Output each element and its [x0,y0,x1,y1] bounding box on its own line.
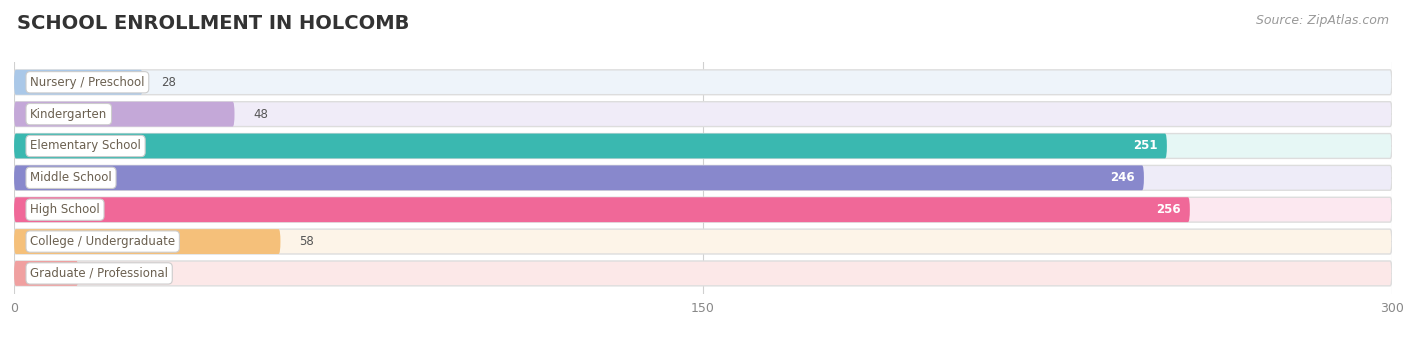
Text: Graduate / Professional: Graduate / Professional [30,267,169,280]
Text: 58: 58 [299,235,314,248]
FancyBboxPatch shape [14,134,1167,158]
FancyBboxPatch shape [14,261,1392,286]
Text: 28: 28 [162,76,176,89]
Text: College / Undergraduate: College / Undergraduate [30,235,176,248]
Text: 251: 251 [1133,140,1157,153]
Text: 246: 246 [1111,171,1135,184]
FancyBboxPatch shape [14,229,1392,254]
FancyBboxPatch shape [14,166,1144,190]
FancyBboxPatch shape [14,166,1392,190]
Text: 48: 48 [253,108,267,121]
FancyBboxPatch shape [14,261,79,286]
FancyBboxPatch shape [14,197,1189,222]
Text: 14: 14 [97,267,111,280]
FancyBboxPatch shape [14,70,1392,95]
Text: Middle School: Middle School [30,171,112,184]
FancyBboxPatch shape [14,229,280,254]
FancyBboxPatch shape [14,102,235,127]
Text: Nursery / Preschool: Nursery / Preschool [30,76,145,89]
Text: SCHOOL ENROLLMENT IN HOLCOMB: SCHOOL ENROLLMENT IN HOLCOMB [17,14,409,33]
Text: 256: 256 [1156,203,1181,216]
Text: Elementary School: Elementary School [30,140,141,153]
FancyBboxPatch shape [14,70,142,95]
Text: Kindergarten: Kindergarten [30,108,107,121]
Text: High School: High School [30,203,100,216]
FancyBboxPatch shape [14,134,1392,158]
Text: Source: ZipAtlas.com: Source: ZipAtlas.com [1256,14,1389,27]
FancyBboxPatch shape [14,197,1392,222]
FancyBboxPatch shape [14,102,1392,127]
